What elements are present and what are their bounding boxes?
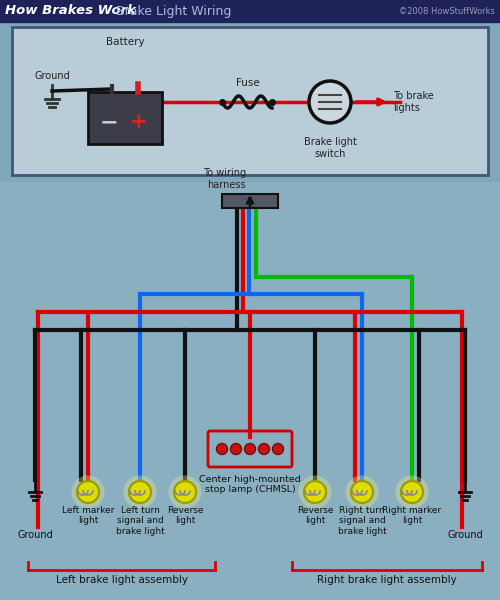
Circle shape	[244, 443, 256, 455]
Text: Reverse
light: Reverse light	[167, 506, 203, 526]
Bar	[0, 0, 500, 22]
Circle shape	[351, 481, 373, 503]
Text: Ground: Ground	[17, 530, 53, 540]
Circle shape	[346, 475, 378, 509]
Bar	[88, 92, 162, 144]
Text: Ground: Ground	[34, 71, 70, 81]
Text: How Brakes Work: How Brakes Work	[5, 4, 136, 17]
Bar	[0, 182, 500, 600]
Circle shape	[77, 481, 99, 503]
Circle shape	[272, 443, 283, 455]
Circle shape	[216, 443, 228, 455]
Circle shape	[129, 481, 151, 503]
Circle shape	[309, 81, 351, 123]
Text: To brake
lights: To brake lights	[393, 91, 434, 113]
Text: Left turn
signal and
brake light: Left turn signal and brake light	[116, 506, 164, 536]
Text: ©2008 HowStuffWorks: ©2008 HowStuffWorks	[399, 7, 495, 16]
Text: Right turn
signal and
brake light: Right turn signal and brake light	[338, 506, 386, 536]
Text: To wiring
harness: To wiring harness	[203, 169, 246, 190]
Circle shape	[401, 481, 423, 503]
Circle shape	[72, 475, 104, 509]
Text: Right marker
light: Right marker light	[382, 506, 442, 526]
Text: −: −	[100, 112, 118, 132]
Text: Right brake light assembly: Right brake light assembly	[317, 575, 457, 585]
Text: Fuse: Fuse	[236, 78, 260, 88]
Circle shape	[304, 481, 326, 503]
Text: Left brake light assembly: Left brake light assembly	[56, 575, 188, 585]
Bar	[222, 194, 278, 208]
Circle shape	[258, 443, 270, 455]
Text: Brake light
switch: Brake light switch	[304, 137, 356, 158]
Text: Left marker
light: Left marker light	[62, 506, 114, 526]
Circle shape	[168, 475, 202, 509]
Text: Battery: Battery	[106, 37, 144, 47]
Circle shape	[174, 481, 196, 503]
Circle shape	[230, 443, 241, 455]
Circle shape	[396, 475, 428, 509]
Text: Brake Light Wiring: Brake Light Wiring	[108, 4, 232, 17]
Bar	[12, 27, 488, 175]
Circle shape	[124, 475, 156, 509]
Text: Ground: Ground	[447, 530, 483, 540]
Text: Reverse
light: Reverse light	[297, 506, 333, 526]
Text: +: +	[130, 112, 147, 132]
Text: Center high-mounted
stop lamp (CHMSL): Center high-mounted stop lamp (CHMSL)	[199, 475, 301, 494]
Circle shape	[298, 475, 332, 509]
